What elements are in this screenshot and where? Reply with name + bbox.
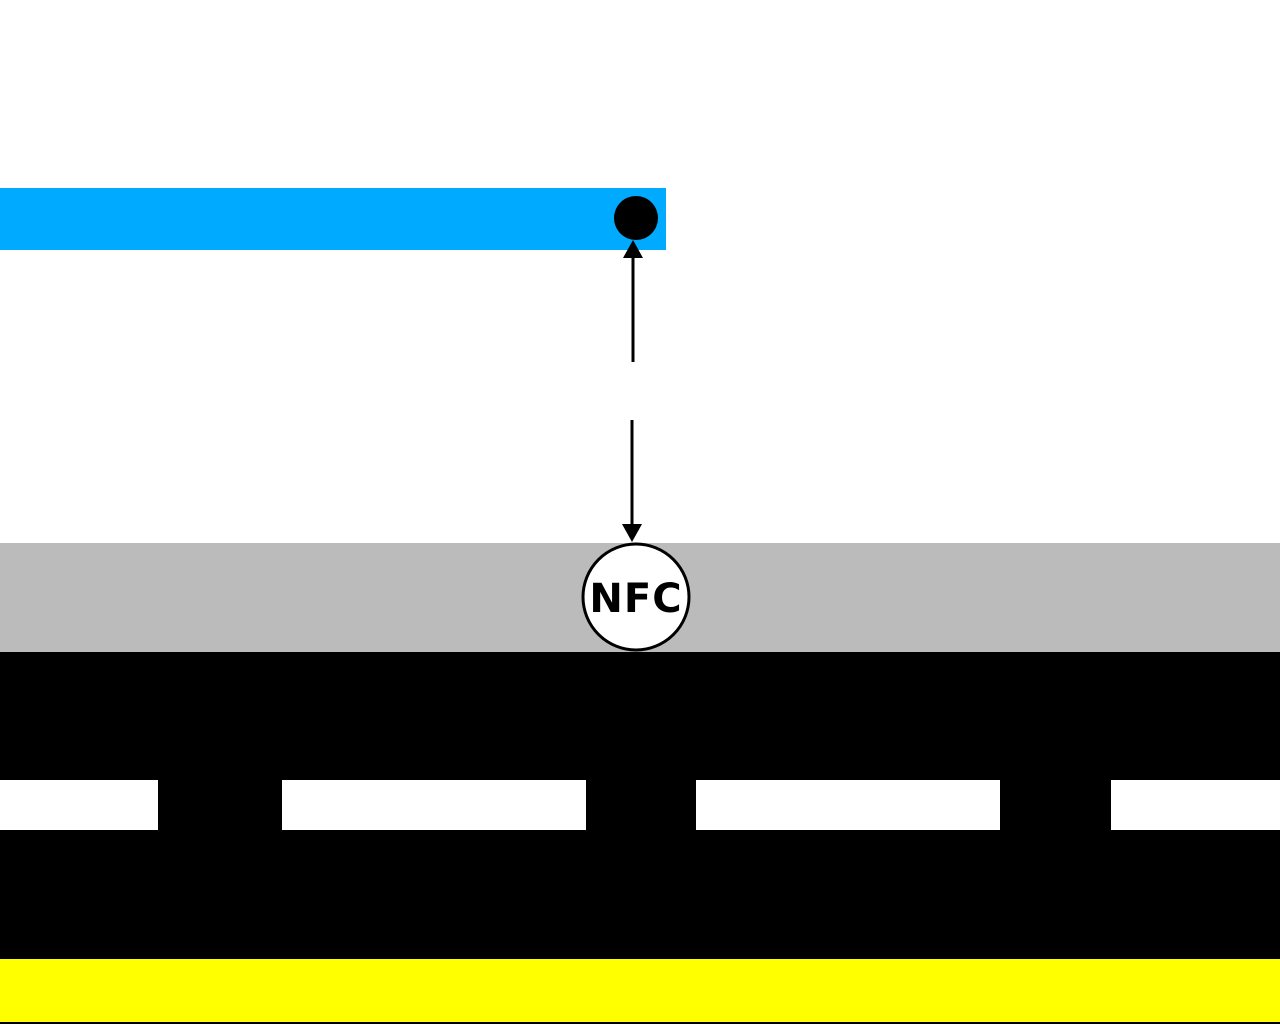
arrow-down-head <box>622 524 642 542</box>
lane-dash <box>696 780 1000 830</box>
lane-dash <box>0 780 158 830</box>
arrow-up-head <box>623 240 643 258</box>
blue-bar <box>0 188 666 250</box>
yellow-curb <box>0 959 1280 1022</box>
bottom-edge <box>0 1022 1280 1024</box>
lane-dash <box>282 780 586 830</box>
nfc-label: NFC <box>589 576 682 622</box>
nfc-tag-icon <box>581 542 691 652</box>
dot-icon <box>614 196 658 240</box>
lane-dash <box>1111 780 1280 830</box>
road <box>0 652 1280 959</box>
